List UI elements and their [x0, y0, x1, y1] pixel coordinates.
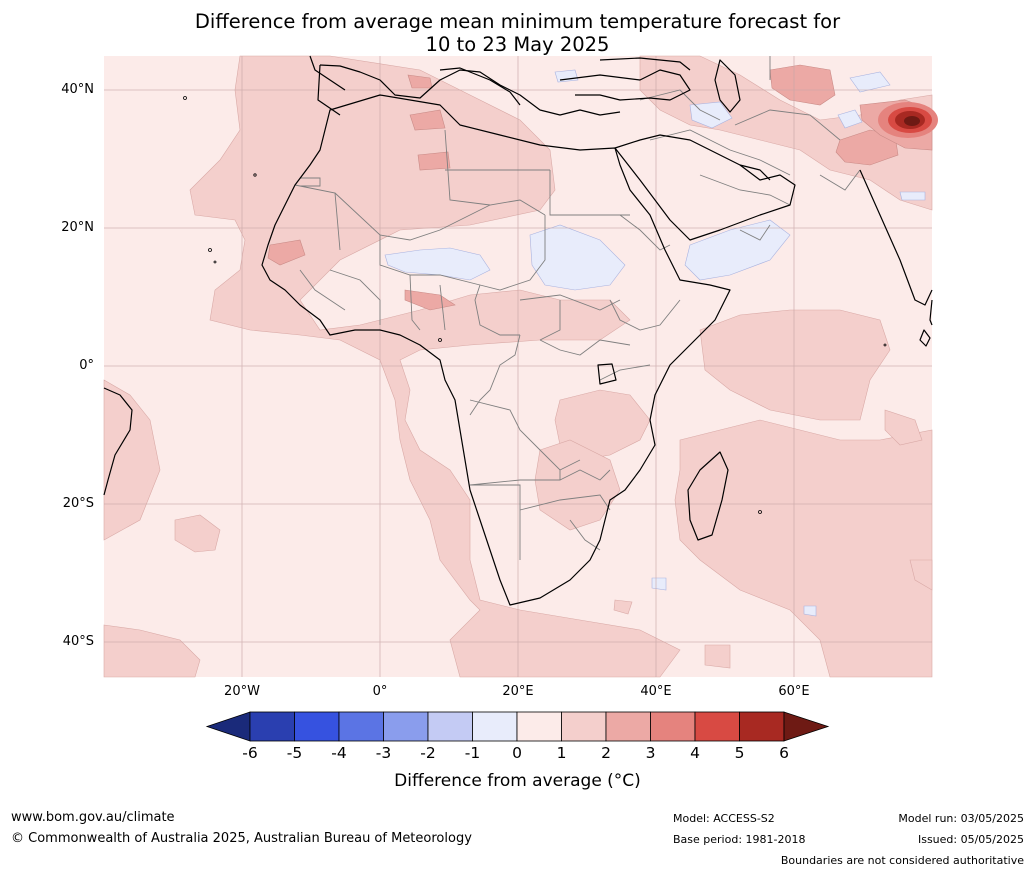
lon-tick-20w: 20°W: [224, 684, 260, 699]
lat-tick-40s: 40°S: [62, 634, 94, 649]
colorbar-label: 0: [512, 744, 522, 762]
colorbar-label: -1: [464, 744, 481, 762]
colorbar-swatch: [383, 711, 429, 742]
map-title: Difference from average mean minimum tem…: [0, 10, 1035, 56]
footer-base-period: Base period: 1981-2018: [673, 833, 806, 846]
footer-copyright: © Commonwealth of Australia 2025, Austra…: [11, 831, 472, 846]
lat-tick-20s: 20°S: [62, 496, 94, 511]
colorbar-extend-low: [205, 711, 251, 742]
colorbar-swatch: [561, 711, 607, 742]
title-line-2: 10 to 23 May 2025: [425, 33, 610, 56]
footer-disclaimer: Boundaries are not considered authoritat…: [780, 854, 1024, 867]
colorbar-title: Difference from average (°C): [394, 771, 641, 791]
graticule: [104, 56, 932, 677]
colorbar-swatch: [294, 711, 340, 742]
colorbar-swatch: [650, 711, 696, 742]
islands: [183, 96, 887, 514]
footer-website[interactable]: www.bom.gov.au/climate: [11, 810, 175, 825]
colorbar-label: -2: [420, 744, 436, 762]
lat-tick-20n: 20°N: [61, 220, 94, 235]
lat-tick-40n: 40°N: [61, 82, 94, 97]
footer-model-run: Model run: 03/05/2025: [898, 812, 1024, 825]
colorbar-label: -5: [286, 744, 303, 762]
lat-tick-0: 0°: [79, 358, 94, 373]
colorbar-label: 6: [779, 744, 789, 762]
colorbar-label: -6: [242, 744, 258, 762]
lon-tick-0: 0°: [372, 684, 388, 699]
colorbar-label: 5: [734, 744, 745, 762]
colorbar-swatch: [249, 711, 295, 742]
colorbar-label: 2: [601, 744, 611, 762]
colorbar-swatch: [605, 711, 651, 742]
lon-tick-20e: 20°E: [502, 684, 534, 699]
colorbar-swatch: [739, 711, 785, 742]
colorbar-swatch: [338, 711, 384, 742]
colorbar-swatch: [472, 711, 518, 742]
anomaly-hotspot: [878, 102, 938, 138]
colorbar-swatch: [516, 711, 562, 742]
lon-tick-40e: 40°E: [640, 684, 672, 699]
colorbar-swatch: [694, 711, 740, 742]
colorbar-label: 3: [645, 744, 656, 762]
coastlines: [103, 55, 933, 606]
footer-issued: Issued: 05/05/2025: [917, 833, 1024, 846]
colorbar-label: -4: [331, 744, 347, 762]
colorbar-label: 4: [690, 744, 700, 762]
country-boundaries: [294, 56, 861, 560]
colorbar-label: -3: [375, 744, 392, 762]
title-line-1: Difference from average mean minimum tem…: [194, 10, 841, 33]
colorbar-extend-high: [783, 711, 830, 742]
colorbar-label: 1: [556, 744, 567, 762]
lon-tick-60e: 60°E: [778, 684, 810, 699]
colorbar: [205, 711, 830, 742]
colorbar-swatch: [427, 711, 473, 742]
footer-model: Model: ACCESS-S2: [673, 812, 775, 825]
